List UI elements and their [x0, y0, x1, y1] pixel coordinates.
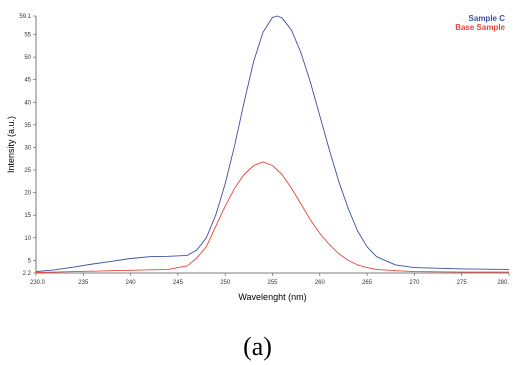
- y-tick-label: 55: [24, 33, 31, 39]
- y-tick-label: 40: [24, 100, 31, 106]
- x-axis-title: Wavelenght (nm): [238, 292, 306, 302]
- x-tick-label: 230.0: [30, 280, 46, 286]
- x-tick-label: 265: [362, 280, 373, 286]
- x-tick-label: 280.: [497, 280, 509, 286]
- chart-background: [0, 0, 515, 320]
- y-tick-label: 25: [24, 168, 31, 174]
- x-tick-label: 275: [457, 280, 468, 286]
- y-tick-label: 35: [24, 123, 31, 129]
- x-tick-label: 235: [78, 280, 89, 286]
- figure-caption: (a): [243, 332, 272, 361]
- y-tick-label: 15: [24, 213, 31, 219]
- axes: 230.0 235 240 245 250 255 260 265 270 275 280.2.25…: [19, 14, 509, 286]
- x-tick-label: 240: [126, 280, 137, 286]
- series-layer: [35, 15, 510, 273]
- series-line-base-sample: [35, 161, 509, 273]
- spectrum-chart: 230.0 235 240 245 250 255 260 265 270 275 280. 2.2 5…: [0, 0, 515, 320]
- x-tick-label: 270: [409, 280, 420, 286]
- y-axis-title: Intensity (a.u.): [6, 116, 16, 173]
- y-tick-label: 5: [28, 258, 32, 264]
- y-tick-label: 50: [24, 55, 31, 61]
- chart-svg: 230.0 235 240 245 250 255 260 265 270 275 280.2.25…: [0, 0, 515, 320]
- x-tick-label: 245: [173, 280, 184, 286]
- legend-entry-sample-c: Sample C: [469, 14, 506, 23]
- y-tick-label: 20: [24, 191, 31, 197]
- y-tick-label: 10: [24, 236, 31, 242]
- series-line-sample-c: [35, 15, 510, 273]
- y-tick-label: 2.2: [23, 271, 32, 277]
- y-tick-label: 59.1: [19, 14, 31, 20]
- x-tick-label: 250: [220, 280, 231, 286]
- legend-entry-base-sample: Base Sample: [455, 23, 505, 32]
- y-tick-label: 30: [24, 145, 31, 151]
- x-tick-label: 260: [315, 280, 326, 286]
- y-tick-label: 45: [24, 78, 31, 84]
- x-tick-label: 255: [267, 280, 278, 286]
